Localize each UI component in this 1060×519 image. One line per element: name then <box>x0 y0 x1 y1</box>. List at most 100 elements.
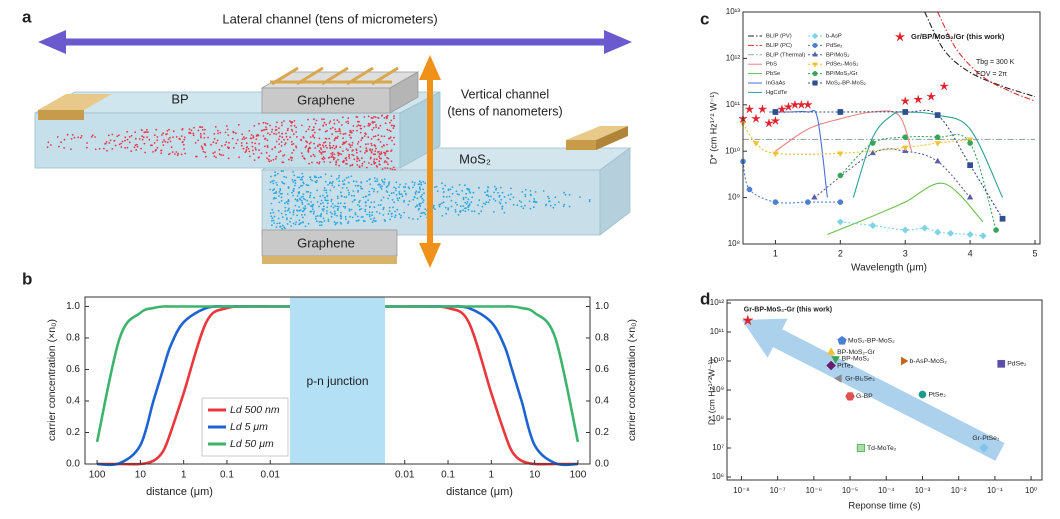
electron-dot <box>326 202 329 205</box>
hole-dot <box>331 146 334 149</box>
x-tick-label: 4 <box>968 248 973 258</box>
hole-dot <box>318 162 320 165</box>
electron-dot <box>340 211 342 214</box>
hole-dot <box>293 124 296 127</box>
hole-dot <box>313 142 315 145</box>
hole-dot <box>188 128 191 131</box>
x-tick-label: 1 <box>181 470 187 481</box>
hole-dot <box>310 155 312 158</box>
electron-dot <box>316 215 319 217</box>
panel-a: a Lateral channel (tens of micrometers) <box>22 7 632 268</box>
hole-dot <box>252 149 254 152</box>
electron-dot <box>510 187 512 190</box>
hole-dot <box>342 141 345 144</box>
electron-dot <box>438 205 441 208</box>
x-tick-label: 10⁻² <box>951 486 967 495</box>
electron-dot <box>434 208 436 211</box>
line <box>775 110 913 152</box>
hole-dot <box>333 119 335 121</box>
hole-dot <box>255 148 257 151</box>
electron-dot <box>520 205 523 208</box>
hole-dot <box>320 153 323 155</box>
hole-dot <box>98 147 101 150</box>
electron-dot <box>464 207 466 210</box>
hole-dot <box>107 134 110 137</box>
marker <box>763 117 775 128</box>
hole-dot <box>374 162 377 164</box>
marker <box>869 140 876 146</box>
hole-dot <box>375 124 377 126</box>
electron-dot <box>396 197 399 200</box>
hole-dot <box>387 150 389 153</box>
electron-dot <box>296 198 299 201</box>
electron-dot <box>311 204 314 207</box>
electron-dot <box>355 220 358 222</box>
electron-dot <box>331 212 333 215</box>
electron-dot <box>333 186 335 189</box>
electron-dot <box>370 218 372 220</box>
electron-dot <box>350 175 353 178</box>
hole-dot <box>153 142 156 144</box>
electron-dot <box>372 190 375 193</box>
electron-dot <box>357 220 359 222</box>
point-label: BP-MoS₂-Gr <box>837 349 875 356</box>
electron-dot <box>421 197 424 200</box>
hole-dot <box>292 133 295 136</box>
electron-dot <box>390 215 393 218</box>
electron-dot <box>524 195 527 198</box>
electron-dot <box>388 194 391 197</box>
electron-dot <box>418 180 421 183</box>
hole-dot <box>352 149 354 152</box>
electron-dot <box>408 187 411 190</box>
hole-dot <box>124 136 127 139</box>
hole-dot <box>168 128 170 131</box>
hole-dot <box>140 147 143 150</box>
hole-dot <box>313 136 316 139</box>
hole-dot <box>284 143 286 146</box>
electron-dot <box>376 178 378 180</box>
hole-dot <box>324 137 327 140</box>
hole-dot <box>357 124 360 126</box>
electron-dot <box>323 208 325 210</box>
electron-dot <box>286 217 288 220</box>
electron-dot <box>533 198 536 200</box>
electron-dot <box>353 199 356 202</box>
electron-dot <box>287 209 290 211</box>
electron-dot <box>321 208 324 211</box>
hole-dot <box>183 138 186 141</box>
hole-dot <box>367 122 370 125</box>
electron-dot <box>360 208 363 210</box>
hole-dot <box>373 158 376 161</box>
hole-dot <box>300 152 303 155</box>
y-tick-label: 0.2 <box>595 427 609 438</box>
electron-dot <box>418 186 421 189</box>
hole-dot <box>252 153 255 155</box>
hole-dot <box>323 157 326 160</box>
electron-dot <box>354 184 357 187</box>
electron-dot <box>298 219 301 222</box>
electron-dot <box>528 200 531 203</box>
hole-dot <box>377 138 380 141</box>
hole-dot <box>266 139 269 142</box>
hole-dot <box>351 141 354 144</box>
hole-dot <box>274 157 277 160</box>
electron-dot <box>380 188 383 190</box>
hole-dot <box>232 146 235 149</box>
y-tick-label: 10¹³ <box>726 7 741 16</box>
hole-dot <box>381 145 383 148</box>
line <box>95 305 290 443</box>
electron-dot <box>373 217 376 220</box>
hole-dot <box>264 145 266 148</box>
x-axis-label: distance (μm) <box>446 486 513 498</box>
hole-dot <box>56 136 59 138</box>
hole-dot <box>177 152 180 155</box>
electron-dot <box>309 196 311 199</box>
electron-dot <box>280 170 283 173</box>
electron-dot <box>273 215 276 218</box>
arrow-head <box>419 243 441 268</box>
electron-dot <box>330 205 333 208</box>
hole-dot <box>226 128 229 131</box>
electron-dot <box>422 188 424 191</box>
electron-dot <box>302 221 305 224</box>
electron-dot <box>329 189 332 192</box>
